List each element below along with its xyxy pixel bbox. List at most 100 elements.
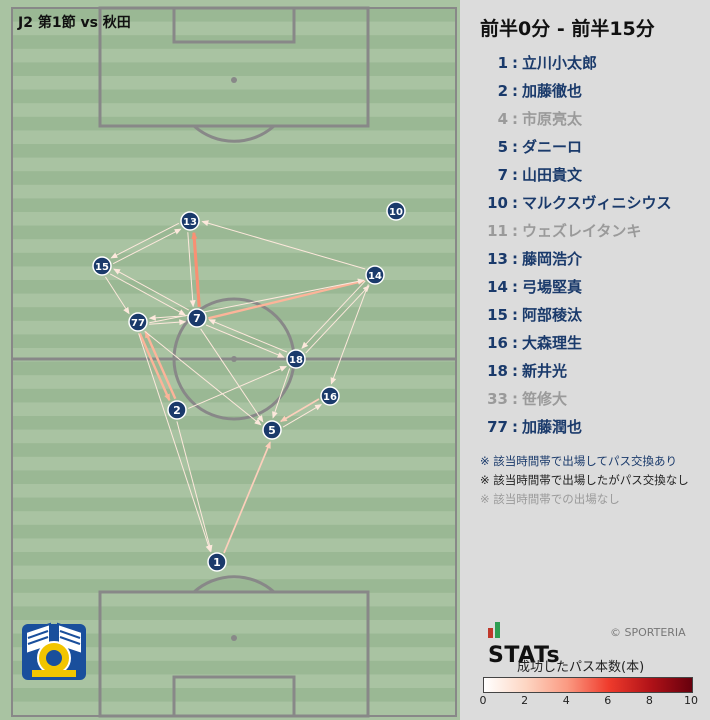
separator: : [512,390,518,408]
pass-arrow-77-to-1 [138,333,212,553]
separator: : [512,110,518,128]
player-row-14: 14: 弓場堅真 [478,276,708,304]
pass-arrow-77-to-7 [149,319,187,326]
pass-arrow-7-to-18 [205,324,285,358]
team-crest-logo [22,622,86,680]
player-node-label: 7 [193,312,201,325]
pass-arrow-2-to-1 [176,421,213,553]
pass-arrow-13-to-7 [187,232,196,308]
note-no-pass: ※ 該当時間帯で出場したがパス交換なし [480,473,689,487]
player-name: 阿部稜汰 [522,306,583,324]
player-name: ダニーロ [522,138,583,156]
pass-arrow-16-to-5 [279,398,320,423]
note-not-played: ※ 該当時間帯での出場なし [480,492,620,506]
player-node-7: 7 [187,308,207,328]
separator: : [512,54,518,72]
player-number: 11 [487,222,508,240]
player-name: 市原亮太 [522,110,583,128]
player-node-13: 13 [180,211,200,231]
pass-arrow-7-to-5 [200,328,264,423]
scale-tick-label: 6 [604,694,612,707]
player-row-13: 13: 藤岡浩介 [478,248,708,276]
player-row-18: 18: 新井光 [478,360,708,388]
player-name: 大森理生 [522,334,583,352]
pass-arrow-14-to-13 [201,220,366,270]
player-name: 立川小太郎 [522,54,598,72]
player-node-label: 18 [289,355,303,366]
player-node-label: 10 [389,207,403,218]
player-number: 15 [487,306,508,324]
player-row-11: 11: ウェズレイタンキ [478,220,708,248]
player-number: 33 [487,390,508,408]
pass-arrow-2-to-77 [144,330,177,400]
player-node-5: 5 [262,420,282,440]
player-name: 加藤潤也 [522,418,583,436]
player-name: 笹修大 [522,390,568,408]
player-number: 4 [497,110,508,128]
pass-arrow-18-to-14 [305,285,370,354]
player-node-label: 77 [131,318,145,329]
player-node-label: 16 [323,392,337,403]
player-number: 16 [487,334,508,352]
player-number: 5 [497,138,508,156]
player-name: 加藤徹也 [522,82,583,100]
player-row-15: 15: 阿部稜汰 [478,304,708,332]
pass-arrow-77-to-5 [144,330,262,426]
separator: : [512,278,518,296]
player-number: 13 [487,250,508,268]
legend-notes: ※ 該当時間帯で出場してパス交換あり ※ 該当時間帯で出場したがパス交換なし ※… [480,452,689,509]
player-number: 7 [497,166,508,184]
player-node-77: 77 [128,312,148,332]
bottom-goal-area [172,675,296,718]
player-node-10: 10 [386,201,406,221]
top-penalty-spot [231,77,237,83]
pass-arrow-77-to-14 [149,278,365,324]
player-row-7: 7: 山田貴文 [478,164,708,192]
pass-arrow-7-to-14 [208,279,366,320]
player-name: 山田貴文 [522,166,583,184]
player-row-5: 5: ダニーロ [478,136,708,164]
pass-arrow-1-to-5 [223,441,271,554]
pass-arrow-14-to-16 [330,284,369,385]
player-node-label: 1 [213,556,221,569]
player-node-1: 1 [207,552,227,572]
separator: : [512,362,518,380]
pass-arrow-15-to-13 [112,228,182,265]
bottom-penalty-arc [193,575,275,594]
pass-arrow-7-to-13 [191,231,201,307]
center-spot [231,356,237,362]
player-row-10: 10: マルクスヴィニシウス [478,192,708,220]
separator: : [512,166,518,184]
player-row-1: 1: 立川小太郎 [478,52,708,80]
pass-arrow-18-to-5 [272,368,291,419]
player-number: 77 [487,418,508,436]
stats-logo: STATs [488,618,560,668]
player-list: 1: 立川小太郎 2: 加藤徹也 4: 市原亮太 5: ダニーロ 7: 山田貴文 10: マルクスヴィ… [478,52,708,444]
player-name: 弓場堅真 [522,278,583,296]
pass-arrow-5-to-16 [282,404,323,428]
player-row-16: 16: 大森理生 [478,332,708,360]
pass-arrow-18-to-7 [208,319,288,353]
player-node-18: 18 [286,349,306,369]
pass-arrow-7-to-77 [148,314,186,321]
legend-title: 成功したパス本数(本) [517,660,645,675]
separator: : [512,82,518,100]
player-number: 18 [487,362,508,380]
pass-arrow-13-to-15 [110,222,180,259]
brand-name: STATs [488,643,561,668]
color-scale-bar [483,677,693,693]
separator: : [512,418,518,436]
player-node-label: 13 [183,217,197,228]
pass-arrows [105,220,370,554]
pass-arrow-15-to-77 [105,276,130,315]
player-name: 新井光 [522,362,568,380]
separator: : [512,334,518,352]
player-nodes: 1 2 5 7 10 13 14 15 16 18 77 [92,201,406,572]
player-node-label: 2 [173,404,181,417]
pass-arrow-7-to-15 [113,268,190,311]
pass-arrow-14-to-18 [301,280,366,349]
scale-tick-label: 10 [684,694,698,707]
player-row-4: 4: 市原亮太 [478,108,708,136]
separator: : [512,306,518,324]
player-row-77: 77: 加藤潤也 [478,416,708,444]
